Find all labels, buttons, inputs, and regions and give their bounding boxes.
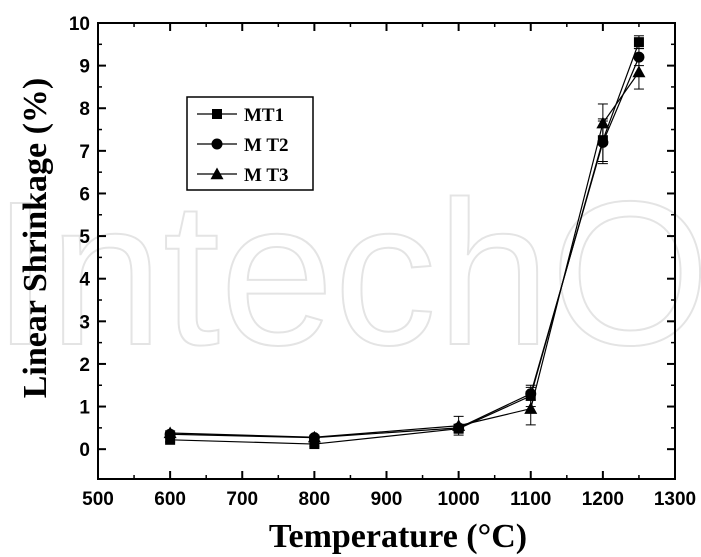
y-tick-label: 8	[79, 99, 90, 120]
legend-item-3: M T3	[197, 165, 289, 186]
y-tick-label: 2	[79, 355, 90, 376]
x-axis: 500 600 700 800 900 1000 1100 1200 1300	[82, 23, 696, 510]
marker-triangle	[307, 430, 321, 443]
series-line	[170, 41, 640, 445]
y-tick-label: 3	[79, 312, 90, 333]
marker-triangle	[596, 116, 610, 129]
y-tick-label: 7	[79, 142, 90, 163]
y-axis: 0 1 2 3 4 5 6 7 8 9 10	[69, 14, 675, 461]
x-tick-label: 800	[299, 489, 331, 510]
marker-square	[633, 37, 644, 48]
marker-square	[212, 109, 222, 119]
marker-square	[309, 439, 320, 450]
y-tick-label: 1	[79, 398, 90, 419]
legend: MT1 M T2 M T3	[186, 96, 314, 191]
y-axis-title: Linear Shrinkage (%)	[17, 78, 54, 399]
x-axis-title: Temperature (°C)	[269, 518, 527, 555]
y-tick-label: 5	[79, 227, 90, 248]
y-tick-label: 9	[79, 57, 90, 78]
series-layer	[163, 35, 646, 450]
marker-square	[165, 434, 176, 445]
legend-item-2: M T2	[197, 135, 289, 156]
x-tick-label: 900	[371, 489, 403, 510]
marker-triangle	[210, 167, 224, 180]
y-tick-label: 10	[69, 14, 90, 35]
marker-circle	[211, 138, 223, 150]
legend-label: MT1	[244, 105, 284, 126]
marker-triangle	[163, 426, 177, 439]
series-line	[170, 71, 640, 438]
legend-label: M T3	[244, 165, 289, 186]
x-tick-label: 1000	[437, 489, 479, 510]
x-tick-label: 600	[154, 489, 186, 510]
x-tick-label: 700	[226, 489, 258, 510]
series-3	[163, 54, 646, 443]
x-tick-label: 1300	[654, 489, 696, 510]
x-tick-label: 1200	[582, 489, 624, 510]
marker-triangle	[452, 419, 466, 431]
legend-item-1: MT1	[197, 105, 284, 126]
marker-triangle	[524, 402, 538, 414]
y-tick-label: 4	[79, 270, 90, 291]
x-tick-label: 500	[82, 489, 114, 510]
legend-label: M T2	[244, 135, 289, 156]
marker-triangle	[632, 65, 646, 78]
y-tick-label: 6	[79, 184, 90, 205]
y-tick-label: 0	[79, 440, 90, 461]
x-tick-label: 1100	[510, 489, 551, 510]
